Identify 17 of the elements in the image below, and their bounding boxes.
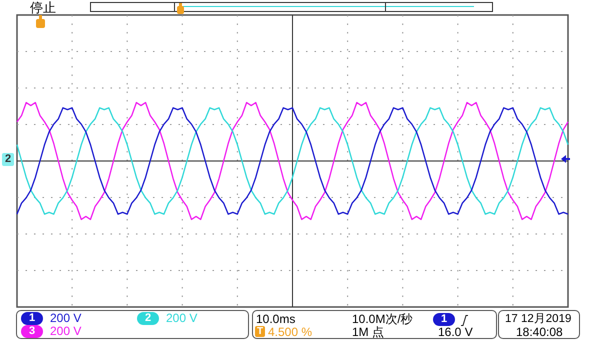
text: 1 bbox=[21, 312, 43, 325]
text: 200 V bbox=[50, 311, 82, 325]
text: 4.500 % bbox=[268, 325, 312, 339]
text: 停止 bbox=[30, 0, 56, 15]
text: 1M 点 bbox=[352, 325, 384, 339]
text: 200 V bbox=[166, 311, 198, 325]
text: 10.0M次/秒 bbox=[352, 312, 413, 326]
text: 10.0ms bbox=[256, 312, 296, 326]
series-label: 2 bbox=[2, 153, 14, 166]
text: 200 V bbox=[50, 324, 82, 338]
text: 2 bbox=[137, 312, 159, 325]
text: 18:40:08 bbox=[516, 325, 563, 339]
text: 17 12月2019 bbox=[505, 312, 572, 326]
text: 3 bbox=[21, 325, 43, 338]
text: 1 bbox=[433, 313, 455, 326]
text: T bbox=[255, 326, 265, 337]
text: 16.0 V bbox=[438, 325, 473, 339]
